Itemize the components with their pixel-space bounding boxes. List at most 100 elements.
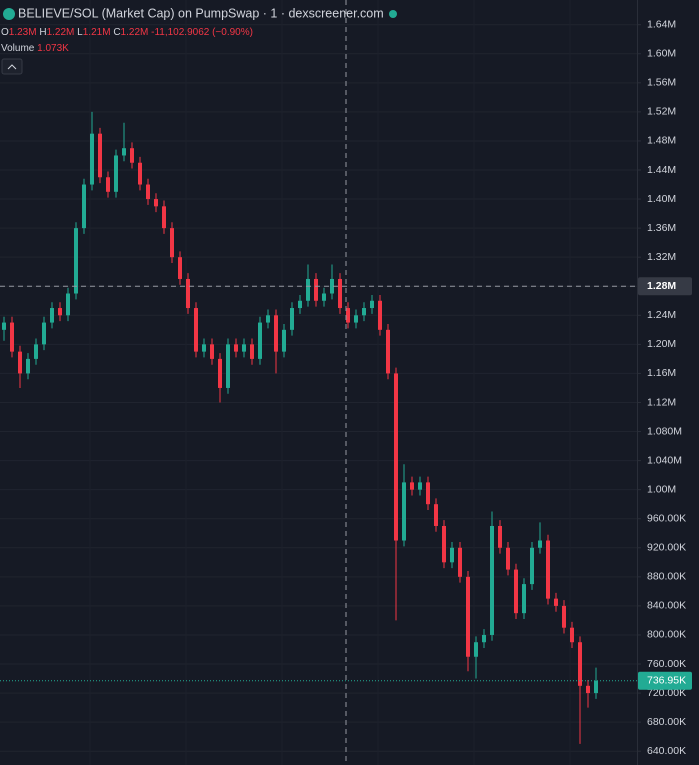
candle-body bbox=[514, 569, 518, 614]
candle-body bbox=[242, 344, 246, 352]
y-tick-label: 800.00K bbox=[647, 629, 686, 641]
candle-body bbox=[442, 525, 446, 563]
candles bbox=[2, 111, 598, 744]
live-dot bbox=[389, 10, 397, 18]
y-tick-label: 720.00K bbox=[647, 687, 686, 699]
y-tick-label: 1.16M bbox=[647, 367, 676, 379]
y-tick-label: 1.52M bbox=[647, 106, 676, 118]
candle-body bbox=[474, 642, 478, 657]
candle-body bbox=[266, 315, 270, 323]
candle-body bbox=[130, 148, 134, 163]
candle-body bbox=[586, 685, 590, 694]
candle-body bbox=[154, 199, 158, 207]
candle-body bbox=[210, 344, 214, 359]
candle-body bbox=[346, 308, 350, 323]
volume-value: 1.073K bbox=[37, 43, 69, 54]
candle-body bbox=[178, 257, 182, 279]
candle-body bbox=[74, 228, 78, 294]
ohlc-legend: O1.23M H1.22M L1.21M C1.22M -11,102.9062… bbox=[1, 27, 253, 38]
y-tick-label: 1.080M bbox=[647, 425, 682, 437]
y-tick-label: 760.00K bbox=[647, 658, 686, 670]
candle-body bbox=[162, 206, 166, 229]
candle-body bbox=[202, 344, 206, 352]
ohlc-value: 1.22M bbox=[121, 27, 149, 38]
y-tick-label: 1.56M bbox=[647, 77, 676, 89]
y-tick-label: 1.00M bbox=[647, 483, 676, 495]
candle-body bbox=[82, 184, 86, 229]
candle-body bbox=[106, 177, 110, 192]
y-tick-label: 880.00K bbox=[647, 571, 686, 583]
candle-body bbox=[114, 155, 118, 192]
candle-body bbox=[570, 627, 574, 643]
candle-body bbox=[322, 293, 326, 301]
candle-body bbox=[282, 329, 286, 352]
candle-body bbox=[290, 308, 294, 330]
y-tick-label: 1.24M bbox=[647, 309, 676, 321]
candle-body bbox=[562, 605, 566, 628]
candle-body bbox=[98, 133, 102, 178]
y-tick-label: 1.12M bbox=[647, 396, 676, 408]
candle-body bbox=[18, 351, 22, 374]
candle-body bbox=[146, 184, 150, 200]
candle-body bbox=[426, 482, 430, 505]
y-tick-label: 680.00K bbox=[647, 716, 686, 728]
candle-body bbox=[258, 322, 262, 359]
y-tick-label: 1.44M bbox=[647, 164, 676, 176]
candle-body bbox=[378, 300, 382, 330]
candle-body bbox=[90, 133, 94, 185]
candle-body bbox=[466, 576, 470, 657]
candle-body bbox=[306, 278, 310, 301]
candle-body bbox=[138, 162, 142, 185]
collapse-button[interactable] bbox=[1, 58, 23, 75]
candle-body bbox=[338, 278, 342, 309]
candle-body bbox=[394, 373, 398, 541]
change: -11,102.9062 (−0.90%) bbox=[151, 27, 253, 38]
collapse-icon bbox=[7, 64, 17, 70]
candle-body bbox=[66, 293, 70, 316]
chart-title: BELIEVE/SOL (Market Cap) on PumpSwap · 1… bbox=[18, 6, 384, 20]
candle-body bbox=[434, 504, 438, 526]
pair-icon bbox=[3, 8, 15, 20]
y-tick-label: 1.20M bbox=[647, 338, 676, 350]
y-tick-label: 1.32M bbox=[647, 251, 676, 263]
candle-body bbox=[354, 315, 358, 323]
y-tick-label: 640.00K bbox=[647, 745, 686, 757]
candle-body bbox=[42, 322, 46, 345]
y-tick-label: 1.48M bbox=[647, 135, 676, 147]
y-tick-label: 1.64M bbox=[647, 18, 676, 30]
candle-body bbox=[362, 308, 366, 316]
ohlc-key: O bbox=[1, 27, 9, 38]
candle-body bbox=[250, 344, 254, 359]
crosshair-box bbox=[638, 277, 692, 296]
candle-body bbox=[530, 547, 534, 585]
candle-body bbox=[410, 482, 414, 490]
y-tick-label: 840.00K bbox=[647, 600, 686, 612]
candle-body bbox=[482, 634, 486, 643]
candle-body bbox=[234, 344, 238, 352]
candle-body bbox=[418, 482, 422, 490]
candle-body bbox=[370, 300, 374, 309]
crosshair-label: 1.28M bbox=[647, 280, 676, 292]
y-tick-label: 920.00K bbox=[647, 542, 686, 554]
candle-body bbox=[26, 358, 30, 374]
candle-body bbox=[498, 525, 502, 548]
candle-body bbox=[50, 308, 54, 323]
candle-body bbox=[194, 308, 198, 352]
y-tick-label: 1.40M bbox=[647, 193, 676, 205]
last-price-label: 736.95K bbox=[647, 675, 686, 687]
ohlc-value: 1.21M bbox=[83, 27, 111, 38]
y-tick-label: 1.36M bbox=[647, 222, 676, 234]
candle-body bbox=[522, 584, 526, 614]
volume-label: Volume bbox=[1, 43, 35, 54]
candle-body bbox=[506, 547, 510, 570]
candle-body bbox=[330, 278, 334, 294]
candle-body bbox=[386, 329, 390, 374]
candle-body bbox=[58, 308, 62, 316]
candle-body bbox=[554, 598, 558, 606]
y-tick-label: 1.040M bbox=[647, 454, 682, 466]
candle-body bbox=[170, 228, 174, 258]
y-tick-label: 1.60M bbox=[647, 48, 676, 60]
candle-body bbox=[34, 344, 38, 359]
